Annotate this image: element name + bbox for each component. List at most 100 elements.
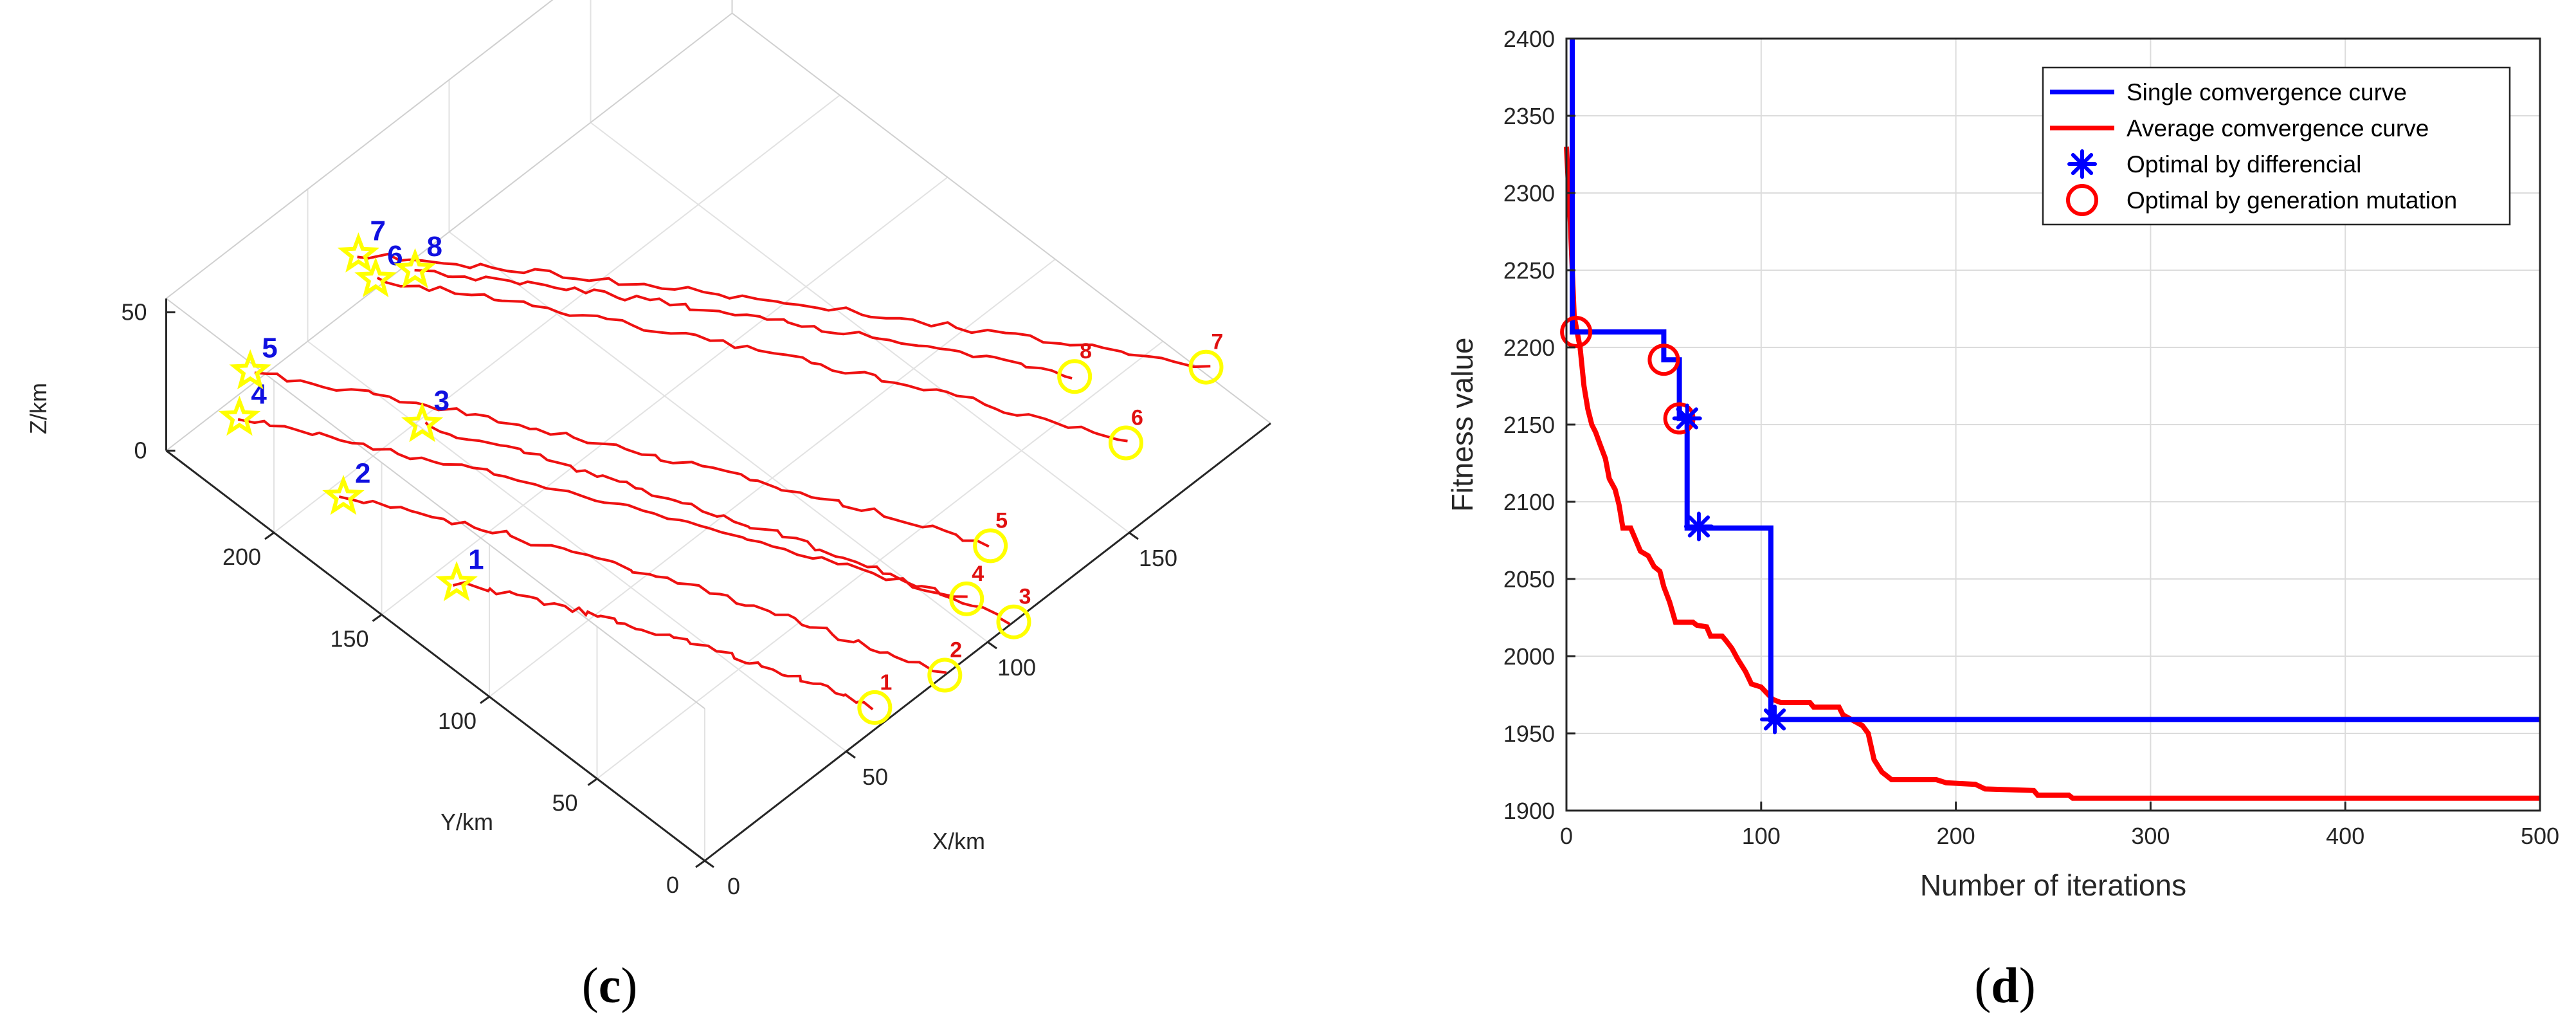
tick-labels: 0 100 200 300 400 500 1900 1950 2000 2050 2100 2150… (1503, 26, 2559, 849)
start-star-icon-4 (218, 396, 261, 436)
floor-grid-line (307, 340, 847, 752)
floor-grid-line (489, 259, 1056, 697)
uav-trajectories (237, 252, 1211, 711)
legend-marker-circle-icon (2066, 184, 2098, 216)
y-axis-label: Fitness value (1446, 337, 1479, 511)
y-tick-label: 2150 (1503, 412, 1555, 438)
box-edge-line (731, 12, 1271, 424)
y-tick-mark-3d (480, 695, 490, 704)
x-tick-mark-3d (987, 641, 997, 650)
y-tick-label: 2100 (1503, 489, 1555, 515)
z-tick-label-3d: 50 (121, 299, 147, 326)
start-star-icon-1 (435, 561, 478, 601)
y-tick-label-3d: 50 (552, 790, 577, 816)
3d-box-axes (165, 0, 1271, 862)
differencial-asterisk-marker (1759, 704, 1790, 735)
y-tick-label: 2400 (1503, 26, 1555, 52)
x-tick-label-3d: 150 (1139, 545, 1177, 571)
floor-grid-line (596, 340, 1164, 780)
marker-group (1560, 316, 1790, 735)
x-tick-label: 0 (1560, 823, 1573, 849)
uav-path-8 (414, 269, 1073, 380)
x-tick-label: 500 (2521, 823, 2559, 849)
z-tick-label-3d: 0 (134, 437, 147, 464)
start-star-icon-8 (394, 248, 437, 288)
end-label-7: 7 (1211, 330, 1224, 354)
y-tick-label-3d: 0 (666, 872, 679, 898)
end-circle-icon-5 (973, 528, 1008, 564)
x-tick-label: 200 (1937, 823, 1975, 849)
x-tick-label: 400 (2326, 823, 2364, 849)
y-tick-label: 2250 (1503, 257, 1555, 284)
start-label-2: 2 (355, 458, 370, 490)
y-tick-mark-3d (264, 531, 275, 540)
legend-box (2042, 66, 2511, 226)
y-tick-label: 2000 (1503, 643, 1555, 670)
caption-c: (c) (582, 957, 638, 1013)
uav-path-1 (452, 579, 874, 711)
legend: Single comvergence curve Average comverg… (2042, 66, 2511, 226)
end-circle-icon-8 (1057, 359, 1093, 394)
uav-path-3 (424, 421, 1011, 625)
3d-tick-labels: 0 50 100 150 0 50 100 150 200 0 50 (121, 299, 1177, 900)
end-circle-icon-7 (1188, 349, 1224, 385)
y-tick-label-3d: 200 (222, 544, 261, 570)
caption-d: (d) (1974, 957, 2035, 1013)
end-circle-icon-4 (949, 581, 984, 616)
panel-d-convergence-chart: 0 100 200 300 400 500 1900 1950 2000 2050 2100 2150… (1446, 26, 2559, 1013)
floor-grid-line (590, 122, 1130, 533)
legend-marker-asterisk-icon (2067, 149, 2097, 179)
floor-grid-line (448, 231, 988, 643)
axis-line (165, 450, 705, 862)
end-label-5: 5 (995, 508, 1008, 533)
uav-path-2 (338, 495, 947, 674)
end-label-8: 8 (1080, 339, 1092, 363)
start-label-5: 5 (262, 332, 277, 363)
start-star-icon-7 (337, 232, 380, 273)
y-tick-mark-3d (372, 614, 383, 622)
start-star-icon-5 (229, 349, 272, 390)
end-label-4: 4 (972, 562, 984, 586)
y-tick-label: 2300 (1503, 180, 1555, 207)
y-tick-label: 1950 (1503, 721, 1555, 747)
end-circle-icon-1 (857, 690, 893, 725)
start-label-7: 7 (370, 216, 385, 247)
uav-path-7 (357, 252, 1211, 369)
legend-label-single: Single comvergence curve (2127, 79, 2407, 106)
x-tick-mark-3d (704, 859, 714, 868)
mutation-circle-marker (1560, 316, 1593, 348)
uav-path-6 (376, 277, 1128, 443)
end-circle-icon-3 (996, 604, 1031, 639)
average-convergence-line (1564, 146, 2540, 801)
x-tick-label-3d: 100 (997, 654, 1036, 681)
end-label-3: 3 (1019, 585, 1031, 609)
y-tick-label-3d: 100 (438, 708, 476, 734)
start-star-icon-3 (401, 401, 444, 443)
x-tick-label: 100 (1742, 823, 1781, 849)
legend-label-mutation: Optimal by generation mutation (2127, 187, 2457, 214)
mutation-circle-marker (1647, 344, 1680, 376)
x-tick-label-3d: 0 (727, 873, 740, 899)
start-star-icon-6 (354, 257, 397, 298)
start-star-icon-2 (322, 475, 365, 515)
y-tick-mark-3d (587, 778, 598, 786)
uav-path-4 (237, 418, 968, 598)
end-label-6: 6 (1131, 406, 1143, 430)
y-axis-label-3d: Y/km (440, 809, 493, 835)
x-axis-label-3d: X/km (932, 828, 985, 854)
differencial-asterisk-marker (1672, 403, 1702, 434)
start-label-8: 8 (426, 231, 442, 262)
y-tick-label-3d: 150 (330, 626, 368, 652)
x-axis-label: Number of iterations (1920, 868, 2186, 902)
floor-grid-line (273, 95, 840, 533)
y-tick-label: 1900 (1503, 798, 1555, 824)
z-axis-label-3d: Z/km (25, 383, 51, 434)
end-label-2: 2 (950, 638, 962, 663)
box-edge-line (165, 12, 733, 452)
end-circle-icon-6 (1108, 425, 1143, 461)
box-edge-line (165, 0, 554, 299)
x-tick-mark-3d (1129, 531, 1139, 540)
x-tick-mark-3d (846, 750, 856, 759)
